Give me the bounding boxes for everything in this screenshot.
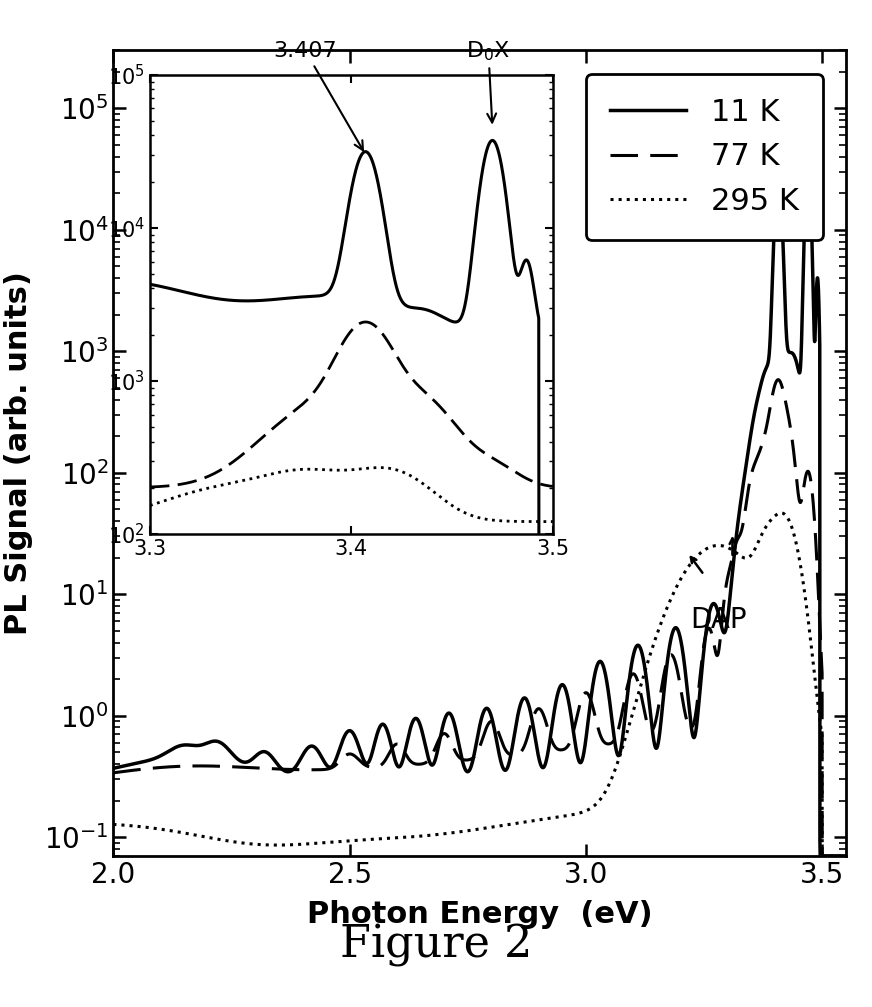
11 K: [242, 756, 252, 768]
295 K: [776, 507, 787, 519]
11 K: [388, 747, 399, 759]
11 K: [548, 716, 558, 728]
295 K: [548, 812, 558, 824]
77 K: [242, 761, 252, 773]
77 K: [108, 766, 119, 778]
77 K: [817, 850, 828, 862]
11 K: [803, 162, 814, 174]
77 K: [584, 691, 595, 703]
295 K: [584, 803, 595, 815]
77 K: [655, 692, 665, 704]
77 K: [773, 374, 783, 386]
295 K: [388, 832, 399, 844]
Text: DAP: DAP: [690, 606, 746, 634]
295 K: [655, 620, 665, 632]
11 K: [655, 725, 665, 737]
Line: 11 K: 11 K: [113, 168, 846, 856]
295 K: [711, 540, 721, 552]
295 K: [108, 819, 119, 831]
Legend: 11 K, 77 K, 295 K: 11 K, 77 K, 295 K: [586, 74, 823, 240]
295 K: [817, 850, 828, 862]
295 K: [242, 838, 252, 850]
11 K: [711, 599, 721, 611]
77 K: [841, 850, 851, 862]
Line: 77 K: 77 K: [113, 380, 846, 856]
295 K: [841, 850, 851, 862]
11 K: [584, 702, 595, 714]
Line: 295 K: 295 K: [113, 513, 846, 856]
11 K: [815, 850, 826, 862]
Y-axis label: PL Signal (arb. units): PL Signal (arb. units): [3, 271, 33, 635]
Text: Figure 2: Figure 2: [340, 923, 532, 967]
77 K: [711, 646, 721, 659]
77 K: [388, 740, 399, 752]
11 K: [108, 762, 119, 774]
11 K: [841, 850, 851, 862]
X-axis label: Photon Energy  (eV): Photon Energy (eV): [307, 900, 652, 928]
77 K: [548, 736, 558, 748]
